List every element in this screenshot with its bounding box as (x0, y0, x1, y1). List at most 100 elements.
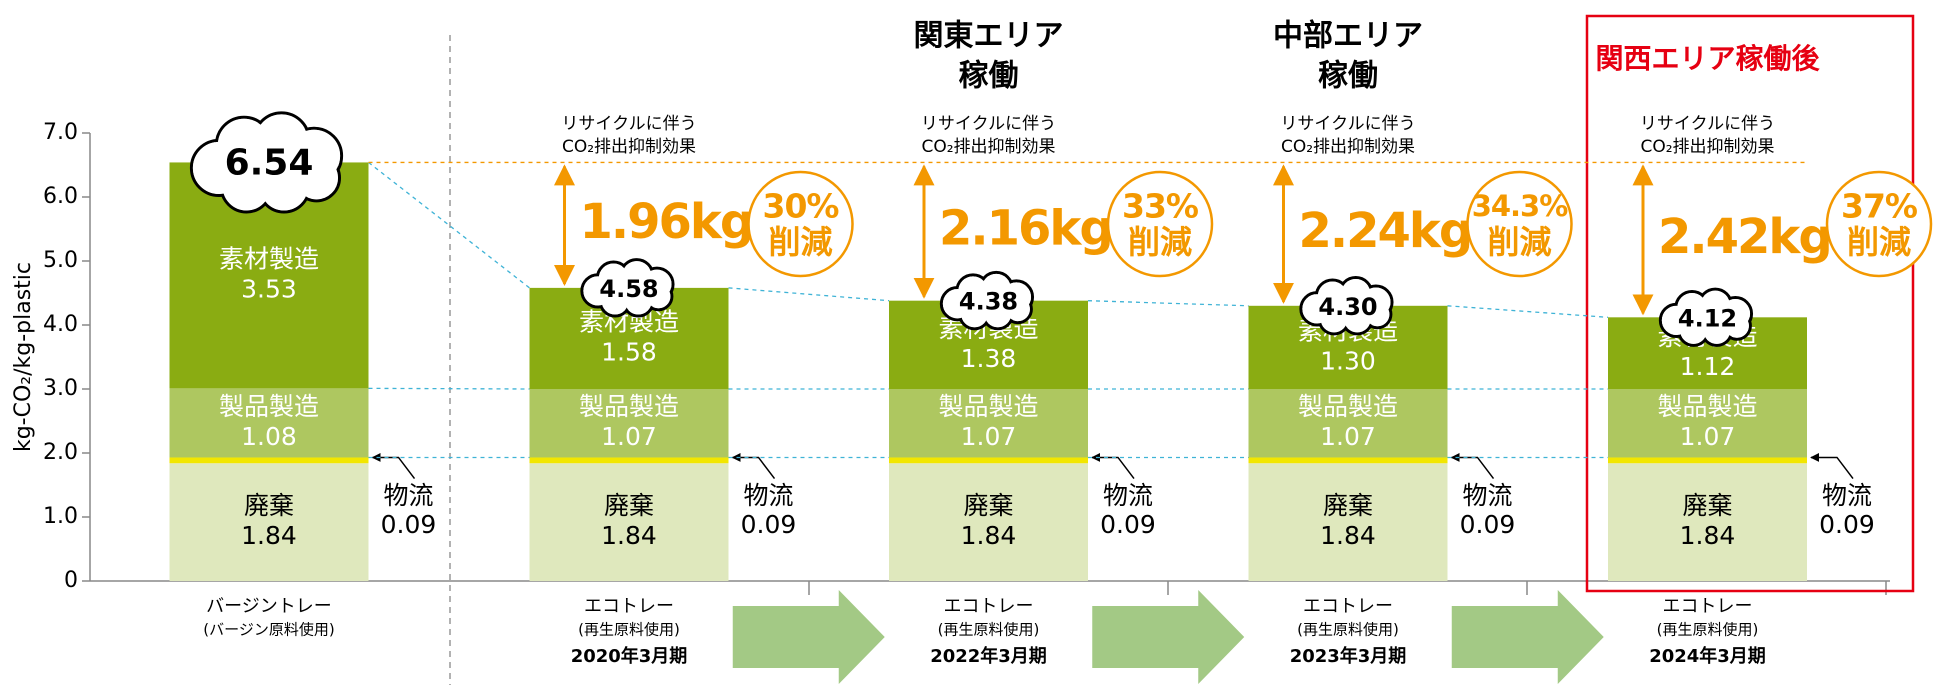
segment-value: 0.09 (741, 510, 797, 539)
reduction-word: 削減 (1487, 223, 1551, 261)
pointer-arrow (1450, 452, 1495, 480)
pointer-arrow (371, 452, 416, 480)
progress-arrow (1451, 590, 1604, 684)
bar-segment (889, 463, 1088, 581)
bar-segment (169, 457, 369, 464)
reduction-label: 2.42kg (1658, 209, 1831, 265)
effect-label: CO₂排出抑制効果 (1640, 137, 1774, 157)
segment-name: 廃棄 (604, 491, 654, 520)
bar-segment (889, 457, 1088, 464)
segment-name: 廃棄 (1323, 491, 1373, 520)
column-header: 関東エリア (914, 19, 1064, 54)
bar-segment (169, 388, 369, 458)
segment-name: 素材製造 (219, 244, 319, 273)
period-label: 2023年3月期 (1290, 645, 1407, 667)
bar-segment (889, 389, 1088, 458)
bar-segment (1608, 463, 1807, 581)
effect-label: CO₂排出抑制効果 (562, 137, 696, 157)
connector-line (1447, 305, 1609, 318)
segment-value: 0.09 (381, 510, 437, 539)
y-tick-label: 6.0 (43, 184, 78, 209)
segment-name: 物流 (1822, 481, 1872, 510)
reduction-word: 削減 (1847, 223, 1911, 261)
bar-segment (1608, 457, 1807, 464)
progress-arrow (1092, 590, 1245, 684)
total-cloud (580, 258, 675, 318)
connector-line (728, 287, 890, 302)
segment-value: 1.84 (1320, 521, 1376, 550)
segment-name: 廃棄 (963, 491, 1013, 520)
column-header: 稼働 (1318, 59, 1378, 94)
category-note: (再生原料使用) (1297, 621, 1399, 639)
segment-name: 物流 (1462, 481, 1512, 510)
segment-value: 1.84 (601, 521, 657, 550)
column-header: 関西エリア稼働後 (1595, 42, 1820, 75)
y-tick-label: 4.0 (43, 312, 78, 337)
segment-value: 0.09 (1819, 510, 1875, 539)
reduction-word: 削減 (1128, 223, 1192, 261)
category-label: バージントレー (206, 596, 332, 617)
segment-value: 1.84 (961, 521, 1017, 550)
reduction-circle (747, 170, 854, 278)
segment-name: 製品製造 (1657, 392, 1757, 421)
bar-segment (1248, 389, 1448, 458)
reduction-pct: 33% (1122, 187, 1199, 226)
y-tick-label: 2.0 (43, 440, 78, 465)
cloud-fill (1329, 287, 1367, 325)
reduction-pct: 37% (1841, 187, 1918, 226)
segment-name: 製品製造 (579, 392, 679, 421)
category-label: エコトレー (944, 596, 1034, 617)
segment-value: 1.08 (241, 422, 297, 451)
category-label: エコトレー (584, 596, 674, 617)
cloud-fill (1688, 298, 1727, 337)
segment-name: 廃棄 (244, 491, 294, 520)
segment-value: 1.07 (961, 422, 1017, 451)
segment-name: 製品製造 (1298, 392, 1398, 421)
effect-label: リサイクルに伴う (1280, 114, 1415, 134)
category-note: (再生原料使用) (578, 621, 680, 639)
reduction-circle (1466, 170, 1573, 278)
category-note: (バージン原料使用) (203, 621, 334, 639)
total-label: 4.12 (1678, 304, 1737, 332)
total-label: 4.30 (1318, 293, 1377, 321)
connector-line (368, 387, 530, 390)
cloud-fill (646, 284, 671, 309)
bar-segment (529, 463, 729, 581)
pointer-arrow (1091, 452, 1135, 480)
cloud-fill (236, 129, 302, 196)
total-cloud (189, 111, 344, 214)
effect-label: CO₂排出抑制効果 (1281, 137, 1415, 157)
segment-value: 1.07 (1320, 422, 1376, 451)
total-cloud (1299, 276, 1394, 336)
y-tick-label: 7.0 (43, 120, 78, 145)
cloud-fill (1005, 297, 1030, 322)
category-note: (再生原料使用) (938, 621, 1040, 639)
segment-value: 1.84 (241, 521, 297, 550)
category-label: エコトレー (1303, 596, 1393, 617)
segment-value: 1.84 (1680, 521, 1736, 550)
effect-label: CO₂排出抑制効果 (921, 137, 1055, 157)
effect-label: リサイクルに伴う (921, 114, 1056, 134)
reduction-label: 1.96kg (580, 194, 753, 250)
segment-value: 0.09 (1100, 510, 1156, 539)
reduction-circle (1825, 170, 1933, 278)
y-axis-label: kg-CO₂/kg-plastic (11, 262, 36, 452)
y-tick-label: 3.0 (43, 376, 78, 401)
pointer-arrow (1810, 452, 1854, 480)
reduction-label: 2.16kg (939, 201, 1112, 257)
segment-name: 製品製造 (219, 392, 319, 421)
segment-name: 物流 (743, 481, 793, 510)
segment-value: 1.07 (1680, 422, 1736, 451)
connector-line (368, 161, 530, 289)
period-label: 2022年3月期 (930, 645, 1047, 667)
effect-label: リサイクルに伴う (1640, 114, 1775, 134)
segment-value: 1.12 (1680, 352, 1736, 381)
total-label: 4.58 (599, 275, 658, 303)
total-cloud (939, 270, 1035, 331)
bar-segment (169, 463, 369, 581)
total-label: 4.38 (959, 288, 1018, 316)
total-label: 6.54 (225, 142, 314, 183)
reduction-word: 削減 (768, 223, 832, 261)
